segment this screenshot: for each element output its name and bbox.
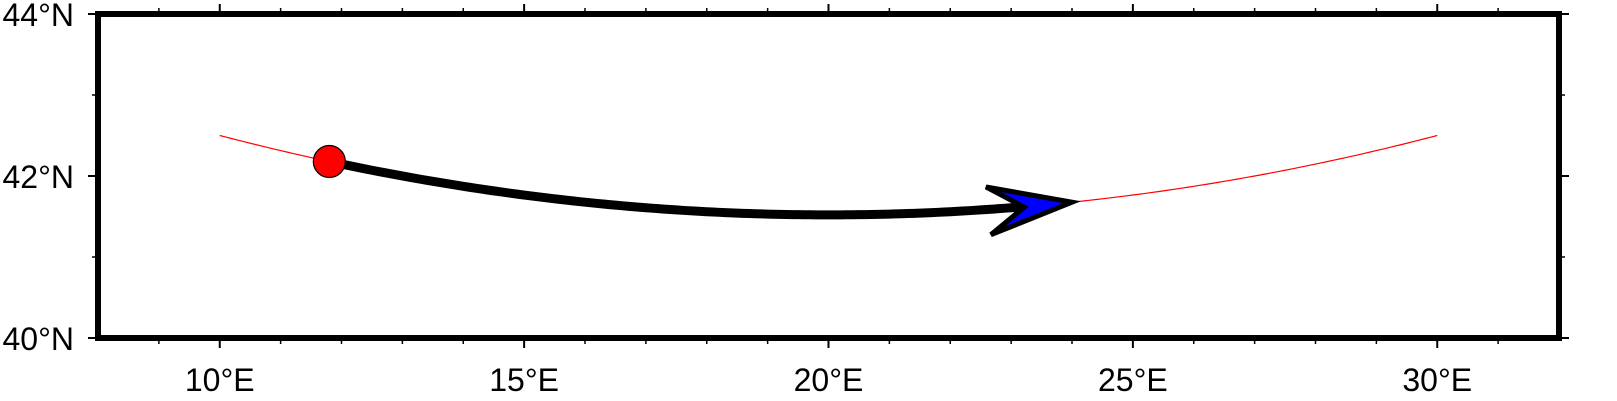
lon-tick-label: 15°E xyxy=(489,362,559,398)
lon-tick-label: 10°E xyxy=(185,362,255,398)
start-point-marker xyxy=(312,144,346,179)
tick-labels: 10°E 15°E 20°E 25°E 30°E 40°N 42°N 44°N xyxy=(3,0,1473,398)
lon-tick-label: 30°E xyxy=(1402,362,1472,398)
lon-tick-label: 20°E xyxy=(794,362,864,398)
arrow-shaft xyxy=(328,157,1024,220)
arrow-head xyxy=(984,184,1082,238)
plot-layer xyxy=(219,134,1438,238)
lat-tick-label: 40°N xyxy=(3,321,75,357)
map-frame xyxy=(95,11,1562,341)
lat-tick-label: 42°N xyxy=(3,159,75,195)
lon-tick-label: 25°E xyxy=(1098,362,1168,398)
tick-marks xyxy=(88,4,1569,348)
lat-tick-label: 44°N xyxy=(3,0,75,33)
